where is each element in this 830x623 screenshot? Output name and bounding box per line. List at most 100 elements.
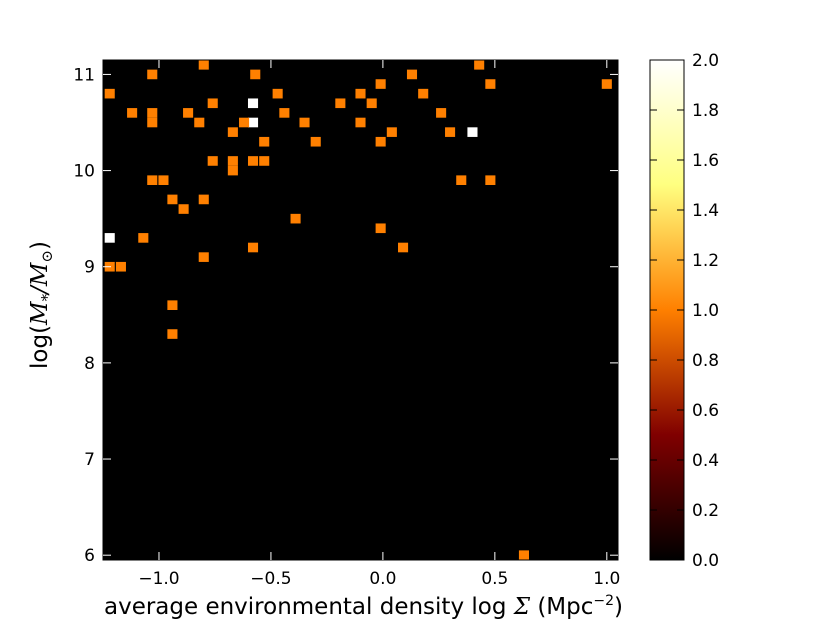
heatmap-cell [375,223,386,234]
heatmap-cell [207,98,218,109]
y-axis-label-star: * [38,293,56,301]
heatmap-cell [418,88,429,99]
x-tick-label: 0.0 [369,569,396,589]
colorbar-tick-label: 0.4 [692,451,719,471]
heatmap-cell [167,300,178,310]
heatmap-cell [250,69,261,80]
plot-area [103,60,618,560]
heatmap-cell [366,98,377,109]
heatmap-cell [485,79,496,89]
heatmap-cell [227,127,238,137]
heatmap-cell [272,88,283,99]
heatmap-cell [183,108,194,118]
colorbar-tick-label: 0.6 [692,401,719,421]
heatmap-cell [456,175,467,185]
heatmap-cell [138,233,149,243]
y-axis-label-prefix: log( [27,325,53,369]
x-tick-label: 1.0 [593,569,620,589]
y-axis-label: log(M*/M⊙) [27,241,56,369]
heatmap-cells [104,60,612,560]
heatmap-cell [158,175,169,185]
heatmap-cell [147,108,158,118]
heatmap-cell [247,242,259,253]
heatmap-cell [147,117,158,128]
y-axis-label-m: M [27,300,53,326]
colorbar-tick-label: 0.2 [692,501,719,521]
x-axis-label: average environmental density log Σ (Mpc… [104,593,623,620]
x-axis-label-unit-close: ) [614,594,623,620]
colorbar-tick-label: 1.6 [692,151,719,171]
y-axis-ticks: 6 7 8 9 10 11 [73,65,618,566]
y-tick-label: 10 [73,162,95,182]
heatmap-cell [310,136,321,147]
colorbar-tick-label: 0.8 [692,351,719,371]
heatmap-cell [445,127,456,137]
colorbar-tick-label: 1.8 [692,101,719,121]
x-axis-ticks: −1.0 −0.5 0.0 0.5 1.0 [138,60,620,589]
x-axis-label-unit-exp: −2 [593,593,614,609]
heatmap-cell [194,117,205,128]
heatmap-cell [147,69,158,80]
colorbar-ticks: 0.0 0.2 0.4 0.6 0.8 1.0 1.2 1.4 1.6 1.8 2.0 [650,51,719,571]
colorbar-tick-label: 2.0 [692,51,719,71]
colorbar-tick-label: 0.0 [692,551,719,571]
y-axis-label-m2: M [27,261,53,287]
x-axis-label-text: average environmental density log [104,594,506,620]
heatmap-cell [259,156,270,166]
colorbar-tick-label: 1.2 [692,251,719,271]
y-axis-label-sun: ⊙ [38,250,56,263]
heatmap-cell [167,194,178,205]
x-axis-label-symbol: Σ [513,594,531,620]
heatmap-cell [375,79,386,89]
heatmap-cell [601,79,612,89]
colorbar-tick-label: 1.4 [692,201,719,221]
heatmap-cell [436,108,447,118]
x-tick-label: −1.0 [138,569,179,589]
heatmap-cell [198,60,209,70]
heatmap-cell [104,88,115,99]
y-axis-label-slash: / [27,284,53,296]
heatmap-cell [227,165,238,176]
heatmap-cell [178,204,189,214]
colorbar-tick-label: 1.0 [692,301,719,321]
heatmap-cell [259,136,270,147]
heatmap-cell [467,127,478,137]
heatmap-cell [247,156,259,166]
heatmap-cell [386,127,397,137]
heatmap-cell [474,60,485,70]
heatmap-cell [147,175,158,185]
heatmap-cell [207,156,218,166]
heatmap-cell [518,550,529,560]
heatmap-cell [299,117,310,128]
heatmap-cell [198,194,209,205]
heatmap-cell [198,252,209,262]
heatmap-cell [104,233,115,243]
heatmap-cell [115,261,126,272]
y-tick-label: 6 [84,546,95,566]
heatmap-cell [290,213,301,224]
heatmap-cell [247,98,259,109]
heatmap-cell [127,108,138,118]
x-axis-label-unit: (Mpc [537,594,593,620]
heatmap-cell [375,136,386,147]
heatmap-cell [227,156,238,166]
heatmap-cell [406,69,418,80]
heatmap-cell [279,108,290,118]
heatmap-cell [335,98,346,109]
y-tick-label: 11 [73,65,95,85]
heatmap-cell [167,329,178,339]
y-tick-label: 8 [84,354,95,374]
heatmap-cell [398,242,409,253]
x-tick-label: 0.5 [481,569,508,589]
heatmap-cell [239,117,250,128]
plot-frame [102,59,619,561]
y-tick-label: 9 [84,258,95,278]
heatmap-cell [485,175,496,185]
heatmap-cell [355,117,366,128]
y-axis-label-close: ) [27,241,53,250]
heatmap-cell [247,117,259,128]
x-tick-label: −0.5 [250,569,291,589]
y-tick-label: 7 [84,450,95,470]
heatmap-cell [355,88,366,99]
